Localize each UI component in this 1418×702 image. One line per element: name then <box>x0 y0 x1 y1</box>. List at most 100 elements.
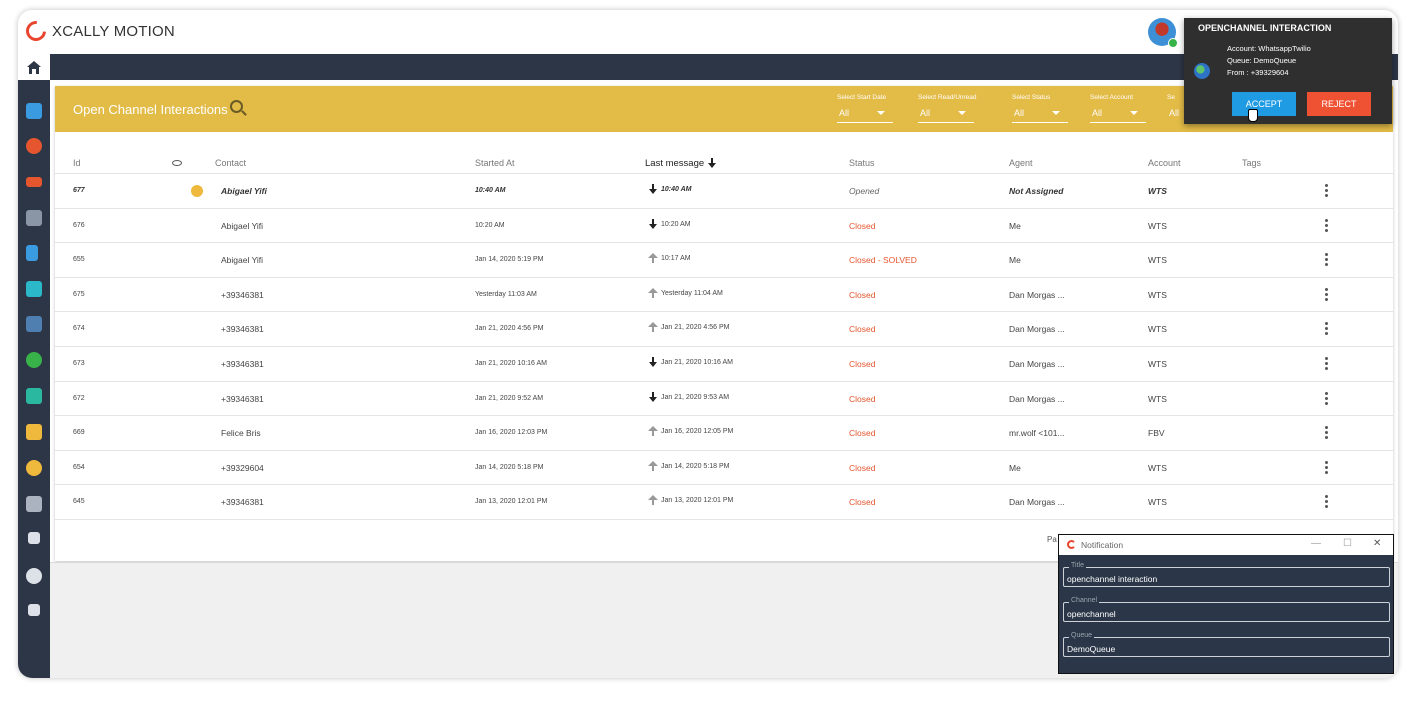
voice-icon[interactable] <box>26 245 38 261</box>
filter-account[interactable]: Select Account All <box>1090 94 1154 126</box>
home-icon[interactable] <box>18 54 50 80</box>
col-last-message[interactable]: Last message <box>645 158 720 169</box>
row-id: 655 <box>73 256 85 264</box>
col-tags[interactable]: Tags <box>1242 158 1262 168</box>
table-row[interactable]: 673 +39346381 Jan 21, 2020 10:16 AM Jan 21,… <box>55 346 1393 381</box>
table-row[interactable]: 655 Abigael Yifi Jan 14, 2020 5:19 PM 10:17… <box>55 242 1393 277</box>
notif-title-field[interactable]: Title openchannel interaction <box>1063 562 1390 587</box>
more-vert-icon[interactable] <box>1325 253 1329 267</box>
sms-icon[interactable] <box>26 424 42 440</box>
reject-button[interactable]: REJECT <box>1307 92 1371 116</box>
row-id: 675 <box>73 290 85 298</box>
status-badge: Closed <box>849 220 876 231</box>
more-vert-icon[interactable] <box>1325 322 1329 336</box>
table-row[interactable]: 672 +39346381 Jan 21, 2020 9:52 AM Jan 21, … <box>55 380 1393 416</box>
apps-icon[interactable] <box>28 532 40 544</box>
row-agent: Not Assigned <box>1009 186 1064 196</box>
table-row[interactable]: 669 Felice Bris Jan 16, 2020 12:03 PM Jan 1… <box>55 415 1393 450</box>
row-started-at: Jan 21, 2020 10:16 AM <box>475 360 547 367</box>
col-account[interactable]: Account <box>1148 158 1181 168</box>
filter-start-date[interactable]: Select Start Date All <box>837 94 901 126</box>
table-row[interactable]: 677 Abigael Yifi 10:40 AM 10:40 AM Opened Not… <box>55 173 1393 208</box>
row-agent: Dan Morgas ... <box>1009 497 1065 508</box>
row-last-message: 10:40 AM <box>648 184 691 194</box>
more-vert-icon[interactable] <box>1325 391 1329 406</box>
row-contact: Abigael Yifi <box>221 186 267 196</box>
grid-icon[interactable] <box>28 604 40 616</box>
row-last-message: Jan 21, 2020 9:53 AM <box>648 391 729 402</box>
notif-queue-field[interactable]: Queue DemoQueue <box>1063 632 1390 657</box>
row-last-message: Jan 21, 2020 10:16 AM <box>648 357 733 367</box>
col-started-at[interactable]: Started At <box>475 158 515 168</box>
col-status[interactable]: Status <box>849 158 875 168</box>
notif-channel-field[interactable]: Channel openchannel <box>1063 597 1390 622</box>
row-account: WTS <box>1148 324 1167 335</box>
more-vert-icon[interactable] <box>1325 218 1329 233</box>
contact-icon[interactable] <box>26 138 42 154</box>
users-icon[interactable] <box>26 177 42 187</box>
chevron-down-icon <box>1130 111 1138 115</box>
col-agent[interactable]: Agent <box>1009 158 1033 168</box>
reports-icon[interactable] <box>26 496 42 512</box>
filter-read-unread[interactable]: Select Read/Unread All <box>918 94 982 126</box>
top-bar: XCALLY MOTION <box>18 10 1398 54</box>
globe-icon[interactable] <box>26 568 42 584</box>
more-vert-icon[interactable] <box>1325 184 1329 198</box>
chat-icon[interactable] <box>26 352 42 368</box>
pagination[interactable]: Pa <box>1047 535 1057 544</box>
inbound-arrow-icon <box>648 184 658 194</box>
row-started-at: 10:40 AM <box>475 187 506 194</box>
table-row[interactable]: 645 +39346381 Jan 13, 2020 12:01 PM Jan 13,… <box>55 484 1393 519</box>
row-started-at: 10:20 AM <box>475 221 505 229</box>
table-row[interactable]: 676 Abigael Yifi 10:20 AM 10:20 AM Closed Me W… <box>55 207 1393 243</box>
table-row[interactable]: 654 +39329604 Jan 14, 2020 5:18 PM Jan 14, … <box>55 449 1393 485</box>
col-id[interactable]: Id <box>73 158 81 168</box>
row-agent: Dan Morgas ... <box>1009 324 1065 335</box>
row-contact: +39329604 <box>221 462 264 473</box>
history-icon[interactable] <box>26 210 42 226</box>
filter-extra[interactable]: Se All <box>1167 94 1180 118</box>
more-vert-icon[interactable] <box>1325 357 1329 371</box>
chevron-down-icon <box>877 111 885 115</box>
row-agent: Me <box>1009 255 1021 266</box>
row-last-message: 10:17 AM <box>648 253 691 264</box>
table-row[interactable]: 674 +39346381 Jan 21, 2020 4:56 PM Jan 21, … <box>55 311 1393 346</box>
popup-title: OPENCHANNEL INTERACTION <box>1198 23 1332 33</box>
status-badge: Closed <box>849 497 876 508</box>
openchannel-icon[interactable] <box>26 460 42 476</box>
building-icon[interactable] <box>26 316 42 332</box>
status-badge: Closed <box>849 359 876 369</box>
close-icon[interactable]: ✕ <box>1373 538 1382 549</box>
filter-status[interactable]: Select Status All <box>1012 94 1076 126</box>
dashboard-icon[interactable] <box>26 103 42 119</box>
minimize-icon[interactable]: — <box>1311 538 1321 549</box>
row-started-at: Jan 14, 2020 5:18 PM <box>475 463 544 471</box>
row-contact: +39346381 <box>221 324 264 335</box>
col-contact[interactable]: Contact <box>215 158 247 168</box>
row-account: WTS <box>1148 255 1167 266</box>
row-contact: Felice Bris <box>221 428 261 439</box>
table-row[interactable]: 675 +39346381 Yesterday 11:03 AM Yesterday … <box>55 276 1393 312</box>
row-last-message: 10:20 AM <box>648 218 691 229</box>
row-id: 669 <box>73 429 85 437</box>
row-account: WTS <box>1148 359 1167 369</box>
row-id: 674 <box>73 325 85 333</box>
more-vert-icon[interactable] <box>1325 460 1329 475</box>
more-vert-icon[interactable] <box>1325 287 1329 302</box>
page-title: Open Channel Interactions <box>73 102 228 117</box>
more-vert-icon[interactable] <box>1325 495 1329 509</box>
status-badge: Closed - SOLVED <box>849 255 917 266</box>
outbound-arrow-icon <box>648 426 658 437</box>
row-started-at: Jan 16, 2020 12:03 PM <box>475 429 548 437</box>
maximize-icon[interactable]: ☐ <box>1343 538 1352 549</box>
row-account: WTS <box>1148 289 1167 300</box>
notification-title: Notification <box>1081 540 1124 550</box>
row-started-at: Jan 21, 2020 4:56 PM <box>475 325 544 333</box>
mail-icon[interactable] <box>26 388 42 404</box>
row-contact: Abigael Yifi <box>221 220 264 231</box>
search-icon[interactable] <box>230 100 243 113</box>
tools-icon[interactable] <box>26 281 42 297</box>
row-id: 645 <box>73 498 85 506</box>
accept-button[interactable]: ACCEPT <box>1232 92 1296 116</box>
more-vert-icon[interactable] <box>1325 426 1329 440</box>
